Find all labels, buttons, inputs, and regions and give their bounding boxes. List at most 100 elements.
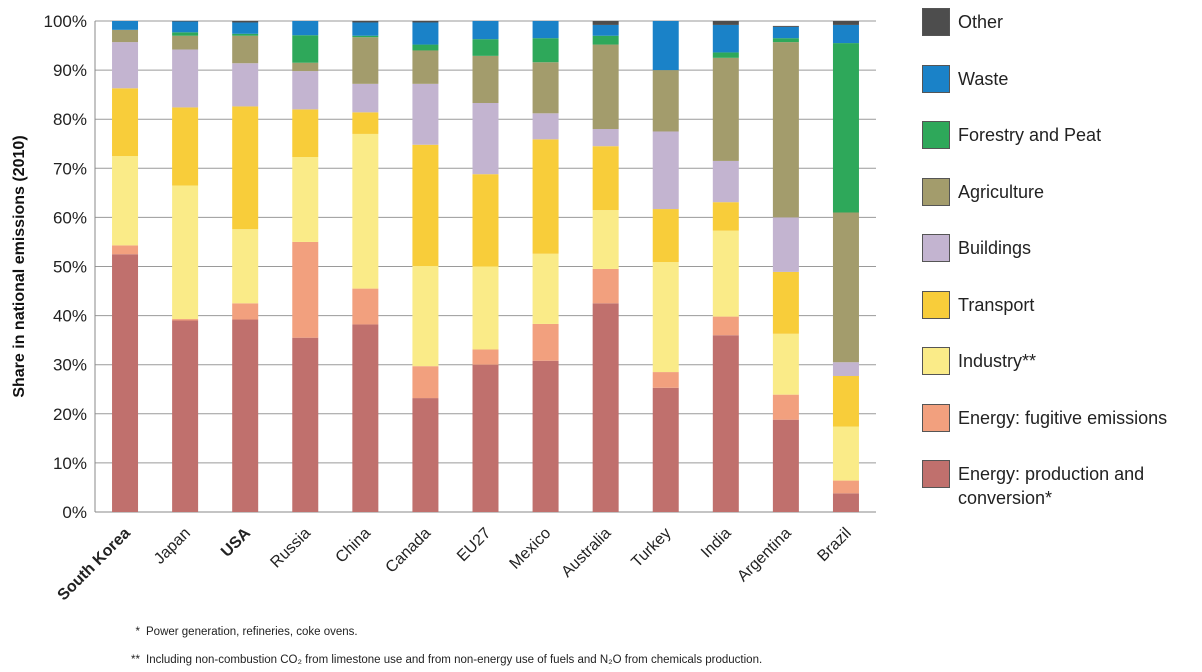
bar-segment [292, 109, 319, 158]
legend-item: Waste [922, 64, 1198, 93]
y-tick-label: 20% [53, 405, 87, 424]
bar-segment [592, 268, 619, 304]
bar-segment [352, 37, 379, 84]
bar-segment [772, 333, 799, 395]
bar-segment [352, 324, 379, 512]
legend-swatch [922, 460, 950, 488]
legend-item: Transport [922, 290, 1198, 319]
x-category-label: EU27 [454, 525, 494, 565]
bar-segment [352, 112, 379, 134]
footnote-2-mark: ** [131, 654, 140, 666]
bar-segment [532, 360, 559, 512]
bar-segment [772, 217, 799, 272]
bar-segment [652, 387, 679, 512]
bar-segment [532, 38, 559, 63]
legend-swatch [922, 177, 950, 206]
bar-segment [232, 35, 259, 64]
bar-segment [712, 160, 739, 203]
footnote-1: * Power generation, refineries, coke oven… [120, 626, 358, 638]
legend-item: Agriculture [922, 177, 1198, 206]
bar-segment [172, 49, 199, 108]
bar-segment [652, 70, 679, 132]
y-tick-label: 40% [53, 307, 87, 326]
x-category-label: Brazil [814, 525, 854, 565]
bar-segment [172, 319, 199, 321]
y-tick-label: 0% [62, 503, 87, 522]
bar-segment [652, 131, 679, 210]
bar-segment [232, 22, 259, 34]
bar-segment [532, 139, 559, 254]
bar-segment [712, 202, 739, 231]
bar-segment [172, 21, 199, 33]
bar-segment [412, 50, 439, 84]
y-tick-label: 90% [53, 61, 87, 80]
bar-segment [352, 133, 379, 289]
bar-segment [772, 419, 799, 512]
bar-segment [832, 212, 859, 363]
bar-segment [112, 21, 139, 30]
bar-segment [292, 21, 319, 36]
legend-label: Energy: fugitive emissions [958, 407, 1168, 428]
bar-segment [772, 271, 799, 334]
legend-item: Buildings [922, 234, 1198, 262]
bar-segment [772, 38, 799, 43]
bar-segment [712, 316, 739, 336]
bar-segment [472, 102, 499, 175]
bar-segment [532, 323, 559, 361]
x-category-label: India [698, 525, 735, 562]
bar-segment [592, 303, 619, 512]
legend-swatch [922, 64, 950, 93]
bar-segment [772, 25, 799, 27]
x-category-label: Australia [558, 525, 614, 581]
legend-swatch [922, 121, 950, 149]
bar-segment [412, 398, 439, 512]
bar-segment [112, 29, 139, 43]
bar-segment [592, 35, 619, 45]
x-category-label: Mexico [507, 525, 555, 573]
bar-segment [712, 21, 739, 25]
bar-segment [232, 229, 259, 304]
bar-segment [472, 55, 499, 103]
bar-segment [832, 375, 859, 427]
x-category-label: Turkey [628, 525, 674, 571]
bar-segment [292, 337, 319, 512]
legend-label: Buildings [958, 238, 1032, 258]
bar-segment [592, 129, 619, 147]
bar-segment [472, 174, 499, 267]
legend-label: Industry** [958, 351, 1037, 371]
bar-segment [832, 43, 859, 213]
bar-segment [712, 52, 739, 58]
bar-segment [712, 24, 739, 53]
legend-swatch [922, 8, 950, 36]
bar-segment [412, 366, 439, 399]
bar-segment [832, 21, 859, 25]
legend-swatch [922, 234, 950, 262]
bar-segment [472, 349, 499, 365]
bar-segment [232, 21, 259, 23]
legend-swatch [922, 403, 950, 432]
legend-item: Other [922, 8, 1198, 36]
bar-segment [832, 362, 859, 376]
bar-segment [292, 71, 319, 110]
bar-segment [772, 42, 799, 218]
bar-segment [112, 156, 139, 246]
legend-label: Agriculture [958, 181, 1045, 202]
x-category-label: South Korea [55, 525, 134, 604]
bar-segment [292, 157, 319, 242]
bar-segment [712, 335, 739, 512]
footnote-2: ** Including non-combustion CO₂ from lime… [120, 654, 762, 666]
bar-segment [832, 493, 859, 512]
x-category-label: Argentina [734, 525, 795, 586]
legend-label: Transport [958, 294, 1035, 315]
bar-segment [292, 241, 319, 338]
x-category-label: USA [218, 524, 254, 560]
bar-segment [772, 26, 799, 39]
x-category-label: China [333, 525, 375, 567]
bar-segment [172, 107, 199, 186]
bar-segment [532, 21, 559, 39]
bar-segment [352, 22, 379, 36]
x-category-label: Canada [383, 525, 435, 577]
bar-segment [232, 319, 259, 512]
bar-segment [112, 245, 139, 255]
bar-segment [232, 33, 259, 36]
